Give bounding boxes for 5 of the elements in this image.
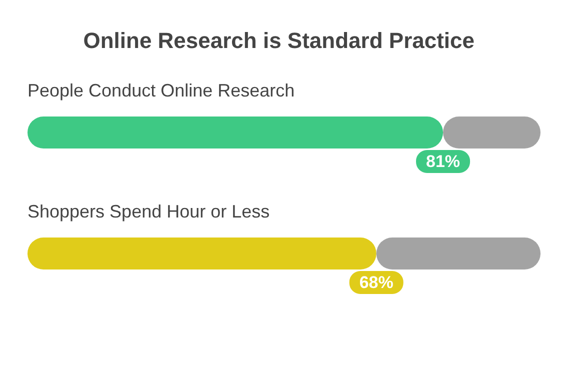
data-label: 68% xyxy=(359,273,394,292)
y-tick-label: People Conduct Online Research xyxy=(28,80,295,100)
chart-title: Online Research is Standard Practice xyxy=(83,28,475,53)
data-label: 81% xyxy=(426,152,460,171)
y-tick-label: Shoppers Spend Hour or Less xyxy=(28,202,270,222)
